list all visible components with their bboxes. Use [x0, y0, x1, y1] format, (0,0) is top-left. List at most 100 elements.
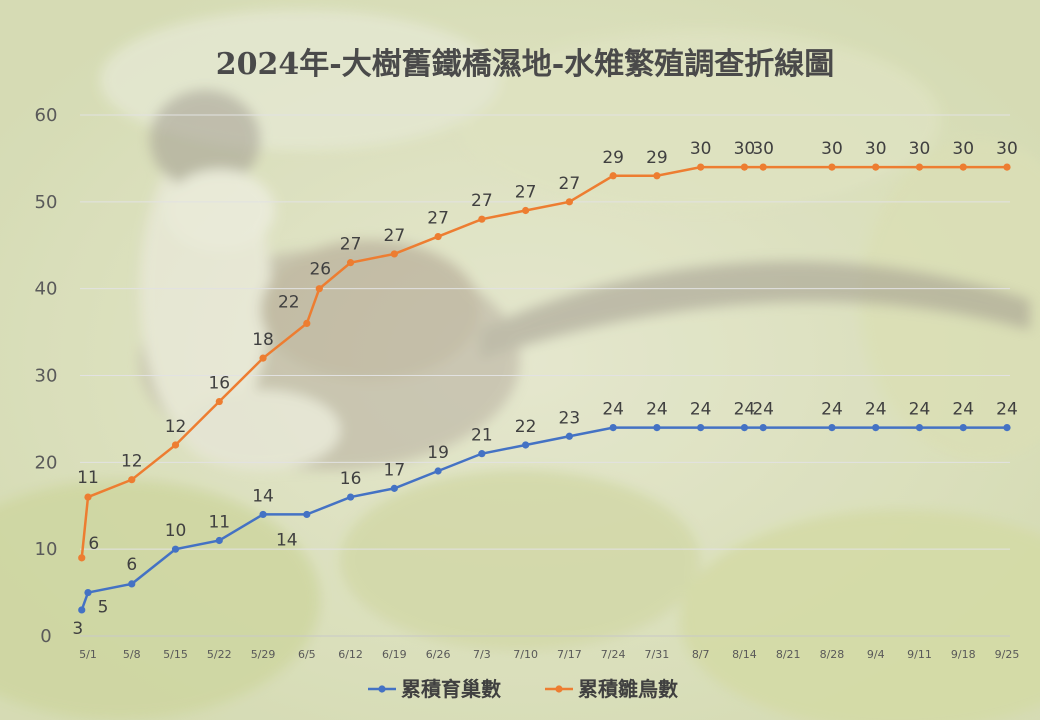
data-label: 17: [384, 460, 406, 480]
y-tick-label: 30: [35, 366, 58, 387]
data-label: 30: [996, 139, 1018, 159]
x-tick-label: 5/8: [123, 648, 141, 661]
x-tick-label: 5/15: [163, 648, 188, 661]
data-label: 29: [602, 148, 624, 168]
data-label: 24: [734, 400, 756, 420]
y-tick-label: 40: [35, 279, 58, 300]
data-label: 24: [909, 400, 931, 420]
x-tick-label: 6/12: [338, 648, 363, 661]
data-point: [78, 606, 86, 614]
x-tick-label: 8/14: [732, 648, 757, 661]
x-tick-label: 5/29: [251, 648, 276, 661]
y-axis: 0 10 20 30 40 50 60: [35, 105, 58, 647]
y-tick-label: 60: [35, 105, 58, 126]
data-point: [740, 424, 749, 432]
series-lines: [78, 163, 1011, 614]
data-point: [171, 441, 180, 449]
data-point: [315, 285, 323, 293]
x-tick-label: 6/19: [382, 648, 407, 661]
data-label: 30: [821, 139, 843, 159]
x-tick-label: 6/5: [298, 648, 316, 661]
data-label: 24: [752, 400, 774, 420]
data-label: 24: [690, 400, 712, 420]
data-point: [828, 424, 836, 432]
data-point: [259, 510, 267, 519]
x-tick-label: 8/28: [820, 648, 845, 661]
data-point: [609, 172, 617, 180]
data-label: 27: [340, 235, 362, 255]
legend-marker: [378, 685, 386, 693]
data-label: 27: [559, 174, 581, 194]
data-label: 10: [165, 521, 187, 541]
data-label: 22: [278, 292, 300, 312]
y-tick-label: 20: [35, 452, 58, 473]
data-label: 30: [909, 139, 931, 159]
data-label: 6: [88, 534, 99, 554]
y-tick-label: 50: [35, 192, 58, 213]
data-label: 27: [427, 209, 449, 229]
data-label: 24: [821, 400, 843, 420]
data-label: 24: [602, 400, 624, 420]
data-point: [872, 424, 880, 432]
data-point: [434, 232, 442, 241]
grid-lines: [80, 114, 1010, 637]
bird-silhouette: [140, 90, 1030, 470]
data-label: 11: [208, 512, 230, 532]
x-axis: 5/1 5/8 5/15 5/22 5/29 6/5 6/12 6/19 6/26 7/3 7/10…: [79, 648, 1019, 661]
data-label: 24: [952, 400, 974, 420]
data-label: 12: [121, 452, 143, 472]
data-point: [478, 215, 486, 223]
x-tick-label: 7/17: [557, 648, 582, 661]
x-tick-label: 9/11: [907, 648, 932, 661]
data-point: [434, 467, 442, 475]
data-point: [565, 432, 573, 440]
x-tick-label: 5/22: [207, 648, 232, 661]
data-point: [872, 163, 880, 171]
data-point: [959, 424, 967, 432]
data-label: 3: [72, 619, 83, 639]
x-tick-label: 9/18: [951, 648, 976, 661]
data-point: [215, 536, 223, 545]
data-label: 30: [690, 139, 712, 159]
data-point: [915, 424, 924, 432]
data-label: 11: [77, 468, 99, 488]
data-label: 14: [276, 530, 298, 550]
x-tick-label: 9/4: [867, 648, 885, 661]
data-point: [390, 484, 398, 492]
x-tick-label: 8/21: [776, 648, 801, 661]
data-point: [697, 424, 705, 432]
data-label: 27: [471, 191, 493, 211]
x-tick-label: 9/25: [995, 648, 1020, 661]
data-label: 6: [126, 555, 137, 575]
data-point: [653, 172, 661, 180]
legend-marker: [555, 685, 563, 693]
data-point: [565, 198, 573, 206]
data-point: [478, 450, 486, 458]
y-tick-label: 10: [35, 539, 58, 560]
data-point: [1003, 163, 1011, 171]
data-point: [303, 510, 311, 519]
data-label: 21: [471, 426, 493, 446]
legend-item: 累積育巢數: [368, 677, 501, 701]
data-point: [828, 163, 836, 171]
legend: 累積育巢數 累積雛鳥數: [368, 677, 678, 701]
data-point: [128, 580, 136, 588]
x-tick-label: 7/10: [513, 648, 538, 661]
data-label: 30: [752, 139, 774, 159]
data-point: [740, 163, 749, 171]
data-point: [259, 354, 267, 362]
data-point: [84, 588, 92, 597]
data-label: 22: [515, 417, 537, 437]
data-label: 30: [865, 139, 887, 159]
data-point: [759, 163, 767, 171]
data-label: 16: [208, 374, 230, 394]
y-tick-label: 0: [40, 626, 51, 647]
x-tick-label: 5/1: [79, 648, 97, 661]
data-point: [215, 397, 223, 406]
data-point: [653, 424, 661, 432]
data-label: 14: [252, 486, 274, 506]
data-point: [522, 206, 530, 215]
